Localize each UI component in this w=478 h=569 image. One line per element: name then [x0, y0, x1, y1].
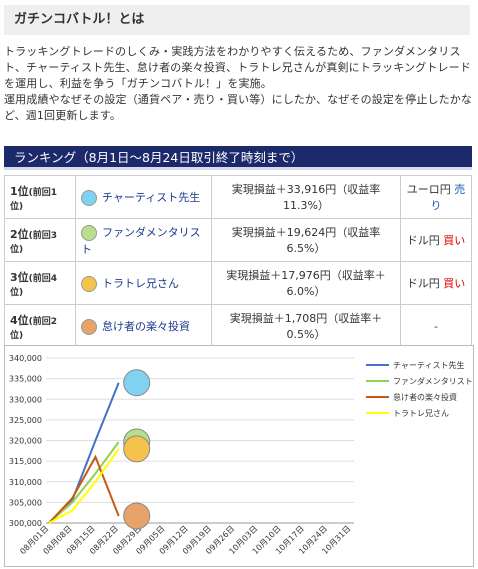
y-tick-label: 325,000: [9, 416, 42, 425]
y-tick-label: 310,000: [9, 478, 42, 487]
avatar: [81, 224, 97, 241]
y-tick-label: 300,000: [9, 519, 42, 528]
ranking-row: 1位(前回1位) チャーティスト先生 実現損益＋33,916円（収益率11.3%） ユ…: [4, 175, 472, 219]
avatar: [123, 369, 151, 397]
series-line: [48, 448, 120, 524]
y-tick-label: 330,000: [9, 395, 42, 404]
rank: 3位: [10, 270, 29, 284]
profit-cell: 実現損益＋19,624円（収益率6.5%）: [211, 218, 401, 262]
avatar: [123, 502, 151, 530]
profit-cell: 実現損益＋17,976円（収益率＋6.0%）: [211, 261, 401, 305]
pair-cell: -: [400, 304, 472, 348]
series-line: [48, 441, 120, 524]
profit: 実現損益＋17,976円（収益率＋6.0%）: [226, 269, 386, 298]
intro: トラッキングトレードのしくみ・実践方法をわかりやすく伝えるため、ファンダメンタリ…: [4, 44, 476, 124]
name-cell: 怠け者の楽々投資: [75, 304, 212, 348]
ranking-banner: ランキング（8月1日～8月24日取引終了時刻まで）: [4, 146, 472, 170]
ranking-row: 2位(前回3位) ファンダメンタリスト 実現損益＋19,624円（収益率6.5%）ド…: [4, 218, 472, 262]
profit: 実現損益＋1,708円（収益率＋0.5%）: [229, 312, 383, 341]
side: 買い: [443, 234, 466, 247]
previous-rank: (前回4位): [10, 273, 58, 298]
rank: 2位: [10, 227, 29, 241]
chart-frame: [4, 345, 474, 567]
side: 売り: [430, 183, 466, 212]
ranking-row: 3位(前回4位) トラトレ兄さん 実現損益＋17,976円（収益率＋6.0%） ドル円…: [4, 261, 472, 305]
legend-label: ファンダメンタリスト: [393, 376, 473, 386]
legend-label: トラトレ兄さん: [393, 409, 449, 418]
section-title: ガチンコバトル！とは: [4, 5, 470, 35]
y-tick-label: 340,000: [9, 354, 42, 363]
legend-label: 怠け者の楽々投資: [393, 392, 457, 402]
rank: 4位: [10, 313, 29, 327]
profit-cell: 実現損益＋1,708円（収益率＋0.5%）: [211, 304, 401, 348]
previous-rank: (前回2位): [10, 316, 58, 341]
legend-label: チャーティスト先生: [393, 360, 464, 370]
pair-cell: ドル円 買い: [400, 261, 472, 305]
pair: -: [434, 319, 438, 333]
y-tick-label: 305,000: [9, 498, 42, 507]
paragraph: 運用成績やなぜその設定（通貨ペア・売り・買い等）にしたか、なぜその設定を停止した…: [4, 93, 473, 122]
trader-name: 怠け者の楽々投資: [102, 319, 190, 333]
chart: 300,000 305,000 310,000 315,000 320,000 325,0…: [4, 345, 474, 567]
profit: 実現損益＋19,624円（収益率6.5%）: [231, 226, 381, 255]
pair: ドル円: [406, 234, 440, 247]
y-tick-label: 335,000: [9, 375, 42, 384]
pair: ドル円: [406, 277, 440, 290]
pair-cell: ドル円 買い: [400, 218, 472, 262]
name-cell: チャーティスト先生: [75, 175, 212, 219]
previous-rank: (前回3位): [10, 230, 58, 255]
rank-cell: 2位(前回3位): [4, 218, 76, 262]
series-line: [48, 454, 120, 524]
rank: 1位: [10, 184, 29, 198]
paragraph: トラッキングトレードのしくみ・実践方法をわかりやすく伝えるため、ファンダメンタリ…: [4, 45, 471, 90]
trader-name: ファンダメンタリスト: [81, 225, 201, 256]
name-cell: トラトレ兄さん: [75, 261, 212, 305]
avatar: [81, 318, 97, 335]
ranking-table: 1位(前回1位) チャーティスト先生 実現損益＋33,916円（収益率11.3%） ユ…: [4, 175, 472, 348]
rank-cell: 4位(前回2位): [4, 304, 76, 348]
pair-cell: ユーロ円 売り: [400, 175, 472, 219]
pair: ユーロ円: [406, 183, 451, 196]
profit: 実現損益＋33,916円（収益率11.3%）: [231, 183, 381, 212]
ranking-row: 4位(前回2位) 怠け者の楽々投資 実現損益＋1,708円（収益率＋0.5%） -: [4, 304, 472, 348]
y-tick-label: 315,000: [9, 457, 42, 466]
rank-cell: 3位(前回4位): [4, 261, 76, 305]
profit-cell: 実現損益＋33,916円（収益率11.3%）: [211, 175, 401, 219]
name-cell: ファンダメンタリスト: [75, 218, 212, 262]
previous-rank: (前回1位): [10, 187, 58, 212]
trader-name: チャーティスト先生: [102, 190, 201, 204]
rank-cell: 1位(前回1位): [4, 175, 76, 219]
avatar: [81, 275, 97, 292]
avatar: [81, 189, 97, 206]
trader-name: トラトレ兄さん: [102, 276, 179, 290]
side: 買い: [443, 277, 466, 290]
avatar: [123, 435, 151, 463]
y-tick-label: 320,000: [9, 437, 42, 446]
